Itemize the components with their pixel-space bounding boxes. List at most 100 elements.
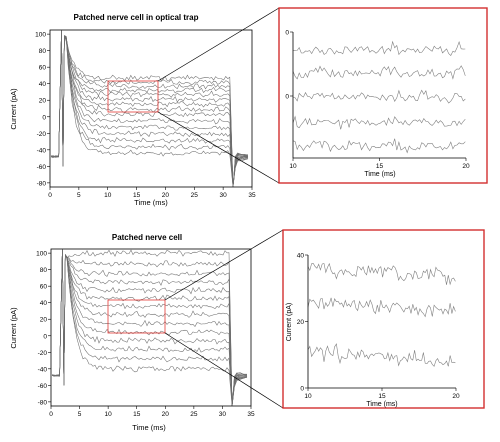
y-tick-label: 60 xyxy=(40,284,48,291)
current-trace xyxy=(51,30,249,188)
bottom-main-traces xyxy=(51,249,248,407)
bottom-zoom-chart: 0 20 40 10 15 20 Time (ms) Current (pA) xyxy=(282,229,485,409)
x-tick-label: 15 xyxy=(133,411,141,418)
current-trace xyxy=(51,249,248,407)
y-tick-label: 0 xyxy=(300,386,304,393)
x-tick-label: 10 xyxy=(104,192,112,199)
bottom-main-plot-frame xyxy=(50,248,252,407)
bottom-main-x-ticks: 0 5 10 15 20 25 30 35 xyxy=(49,406,255,418)
zoom-current-trace xyxy=(292,89,466,104)
top-main-plot-frame xyxy=(49,29,253,188)
bottom-main-chart: Patched nerve cell -80 -60 -40 -20 0 20 40 60 80… xyxy=(9,233,255,432)
current-trace xyxy=(51,249,248,407)
top-main-x-axis-label: Time (ms) xyxy=(134,198,168,207)
current-trace xyxy=(51,30,249,188)
current-trace xyxy=(51,30,249,188)
current-trace xyxy=(51,30,249,188)
y-tick-label: 0 xyxy=(43,333,47,340)
current-trace xyxy=(51,30,249,188)
bottom-main-region-of-interest xyxy=(107,299,166,334)
current-trace xyxy=(51,30,249,188)
top-zoom-x-axis-label: Time (ms) xyxy=(364,171,395,178)
x-tick-label: 20 xyxy=(462,163,470,170)
y-tick-label: 40 xyxy=(297,253,305,260)
top-zoom-chart: 0 0 10 15 20 Time (ms) xyxy=(278,7,488,184)
bottom-zoom-y-axis-label: Current (pA) xyxy=(286,303,293,342)
x-tick-label: 0 xyxy=(48,192,52,199)
top-main-chart: Patched nerve cell in optical trap -80 -6… xyxy=(9,13,256,207)
bottom-main-y-ticks: -80 -60 -40 -20 0 20 40 60 80 100 xyxy=(36,251,51,406)
current-trace xyxy=(52,249,248,407)
y-tick-label: 0 xyxy=(42,114,46,121)
top-main-x-ticks: 0 5 10 15 20 25 30 35 xyxy=(48,187,256,199)
bottom-zoom-frame xyxy=(282,229,485,409)
y-tick-label: 20 xyxy=(39,98,47,105)
x-tick-label: 5 xyxy=(78,411,82,418)
current-trace xyxy=(51,30,249,188)
zoom-current-trace xyxy=(307,343,456,367)
current-trace xyxy=(52,249,248,407)
current-trace xyxy=(52,249,248,407)
zoom-current-trace xyxy=(292,138,466,154)
top-zoom-traces xyxy=(292,40,466,154)
top-main-traces xyxy=(51,30,249,188)
y-tick-label: 0 xyxy=(285,94,289,101)
bottom-zoom-x-ticks: 10 15 20 xyxy=(304,388,460,400)
top-zoom-connector-lower xyxy=(157,111,280,184)
x-tick-label: 20 xyxy=(452,393,460,400)
x-tick-label: 15 xyxy=(378,393,386,400)
x-tick-label: 10 xyxy=(289,163,297,170)
x-tick-label: 35 xyxy=(248,192,256,199)
current-trace xyxy=(51,30,249,188)
bottom-main-x-axis-label: Time (ms) xyxy=(132,423,166,432)
x-tick-label: 30 xyxy=(220,192,228,199)
current-trace xyxy=(51,30,249,188)
top-zoom-x-ticks: 10 15 20 xyxy=(289,158,470,170)
x-tick-label: 10 xyxy=(105,411,113,418)
bottom-zoom-traces xyxy=(307,262,456,367)
x-tick-label: 25 xyxy=(190,411,198,418)
bottom-zoom-connector-upper xyxy=(164,229,284,301)
x-tick-label: 35 xyxy=(247,411,255,418)
x-tick-label: 20 xyxy=(162,192,170,199)
top-main-y-axis-label: Current (pA) xyxy=(9,88,18,130)
x-tick-label: 10 xyxy=(304,393,312,400)
y-tick-label: -60 xyxy=(37,164,47,171)
y-tick-label: -80 xyxy=(37,180,47,187)
y-tick-label: 40 xyxy=(39,81,47,88)
current-trace xyxy=(52,249,248,407)
y-tick-label: -40 xyxy=(38,366,48,373)
zoom-current-trace xyxy=(307,297,456,318)
x-tick-label: 25 xyxy=(191,192,199,199)
current-trace xyxy=(51,249,247,407)
bottom-zoom-y-ticks: 0 20 40 xyxy=(297,253,308,393)
current-trace xyxy=(51,30,249,188)
top-zoom-connector-upper xyxy=(157,7,280,82)
x-tick-label: 15 xyxy=(376,163,384,170)
bottom-zoom-connector-lower xyxy=(164,332,284,409)
current-trace xyxy=(52,249,248,407)
zoom-current-trace xyxy=(292,115,466,130)
y-tick-label: -20 xyxy=(37,131,47,138)
bottom-zoom-x-axis-label: Time (ms) xyxy=(366,401,397,408)
x-tick-label: 20 xyxy=(162,411,170,418)
y-tick-label: 80 xyxy=(39,48,47,55)
bottom-main-y-axis-label: Current (pA) xyxy=(9,307,18,349)
x-tick-label: 0 xyxy=(49,411,53,418)
top-main-region-of-interest xyxy=(107,80,159,113)
current-trace xyxy=(52,249,248,407)
current-trace xyxy=(52,249,248,407)
y-tick-label: 0 xyxy=(285,30,289,37)
current-trace xyxy=(52,249,248,407)
y-tick-label: 20 xyxy=(40,317,48,324)
y-tick-label: 80 xyxy=(40,267,48,274)
x-tick-label: 5 xyxy=(77,192,81,199)
y-tick-label: 20 xyxy=(297,319,305,326)
y-tick-label: -20 xyxy=(38,350,48,357)
zoom-current-trace xyxy=(292,65,466,80)
y-tick-label: 40 xyxy=(40,300,48,307)
y-tick-label: 60 xyxy=(39,65,47,72)
x-tick-label: 30 xyxy=(219,411,227,418)
current-trace xyxy=(51,30,249,188)
